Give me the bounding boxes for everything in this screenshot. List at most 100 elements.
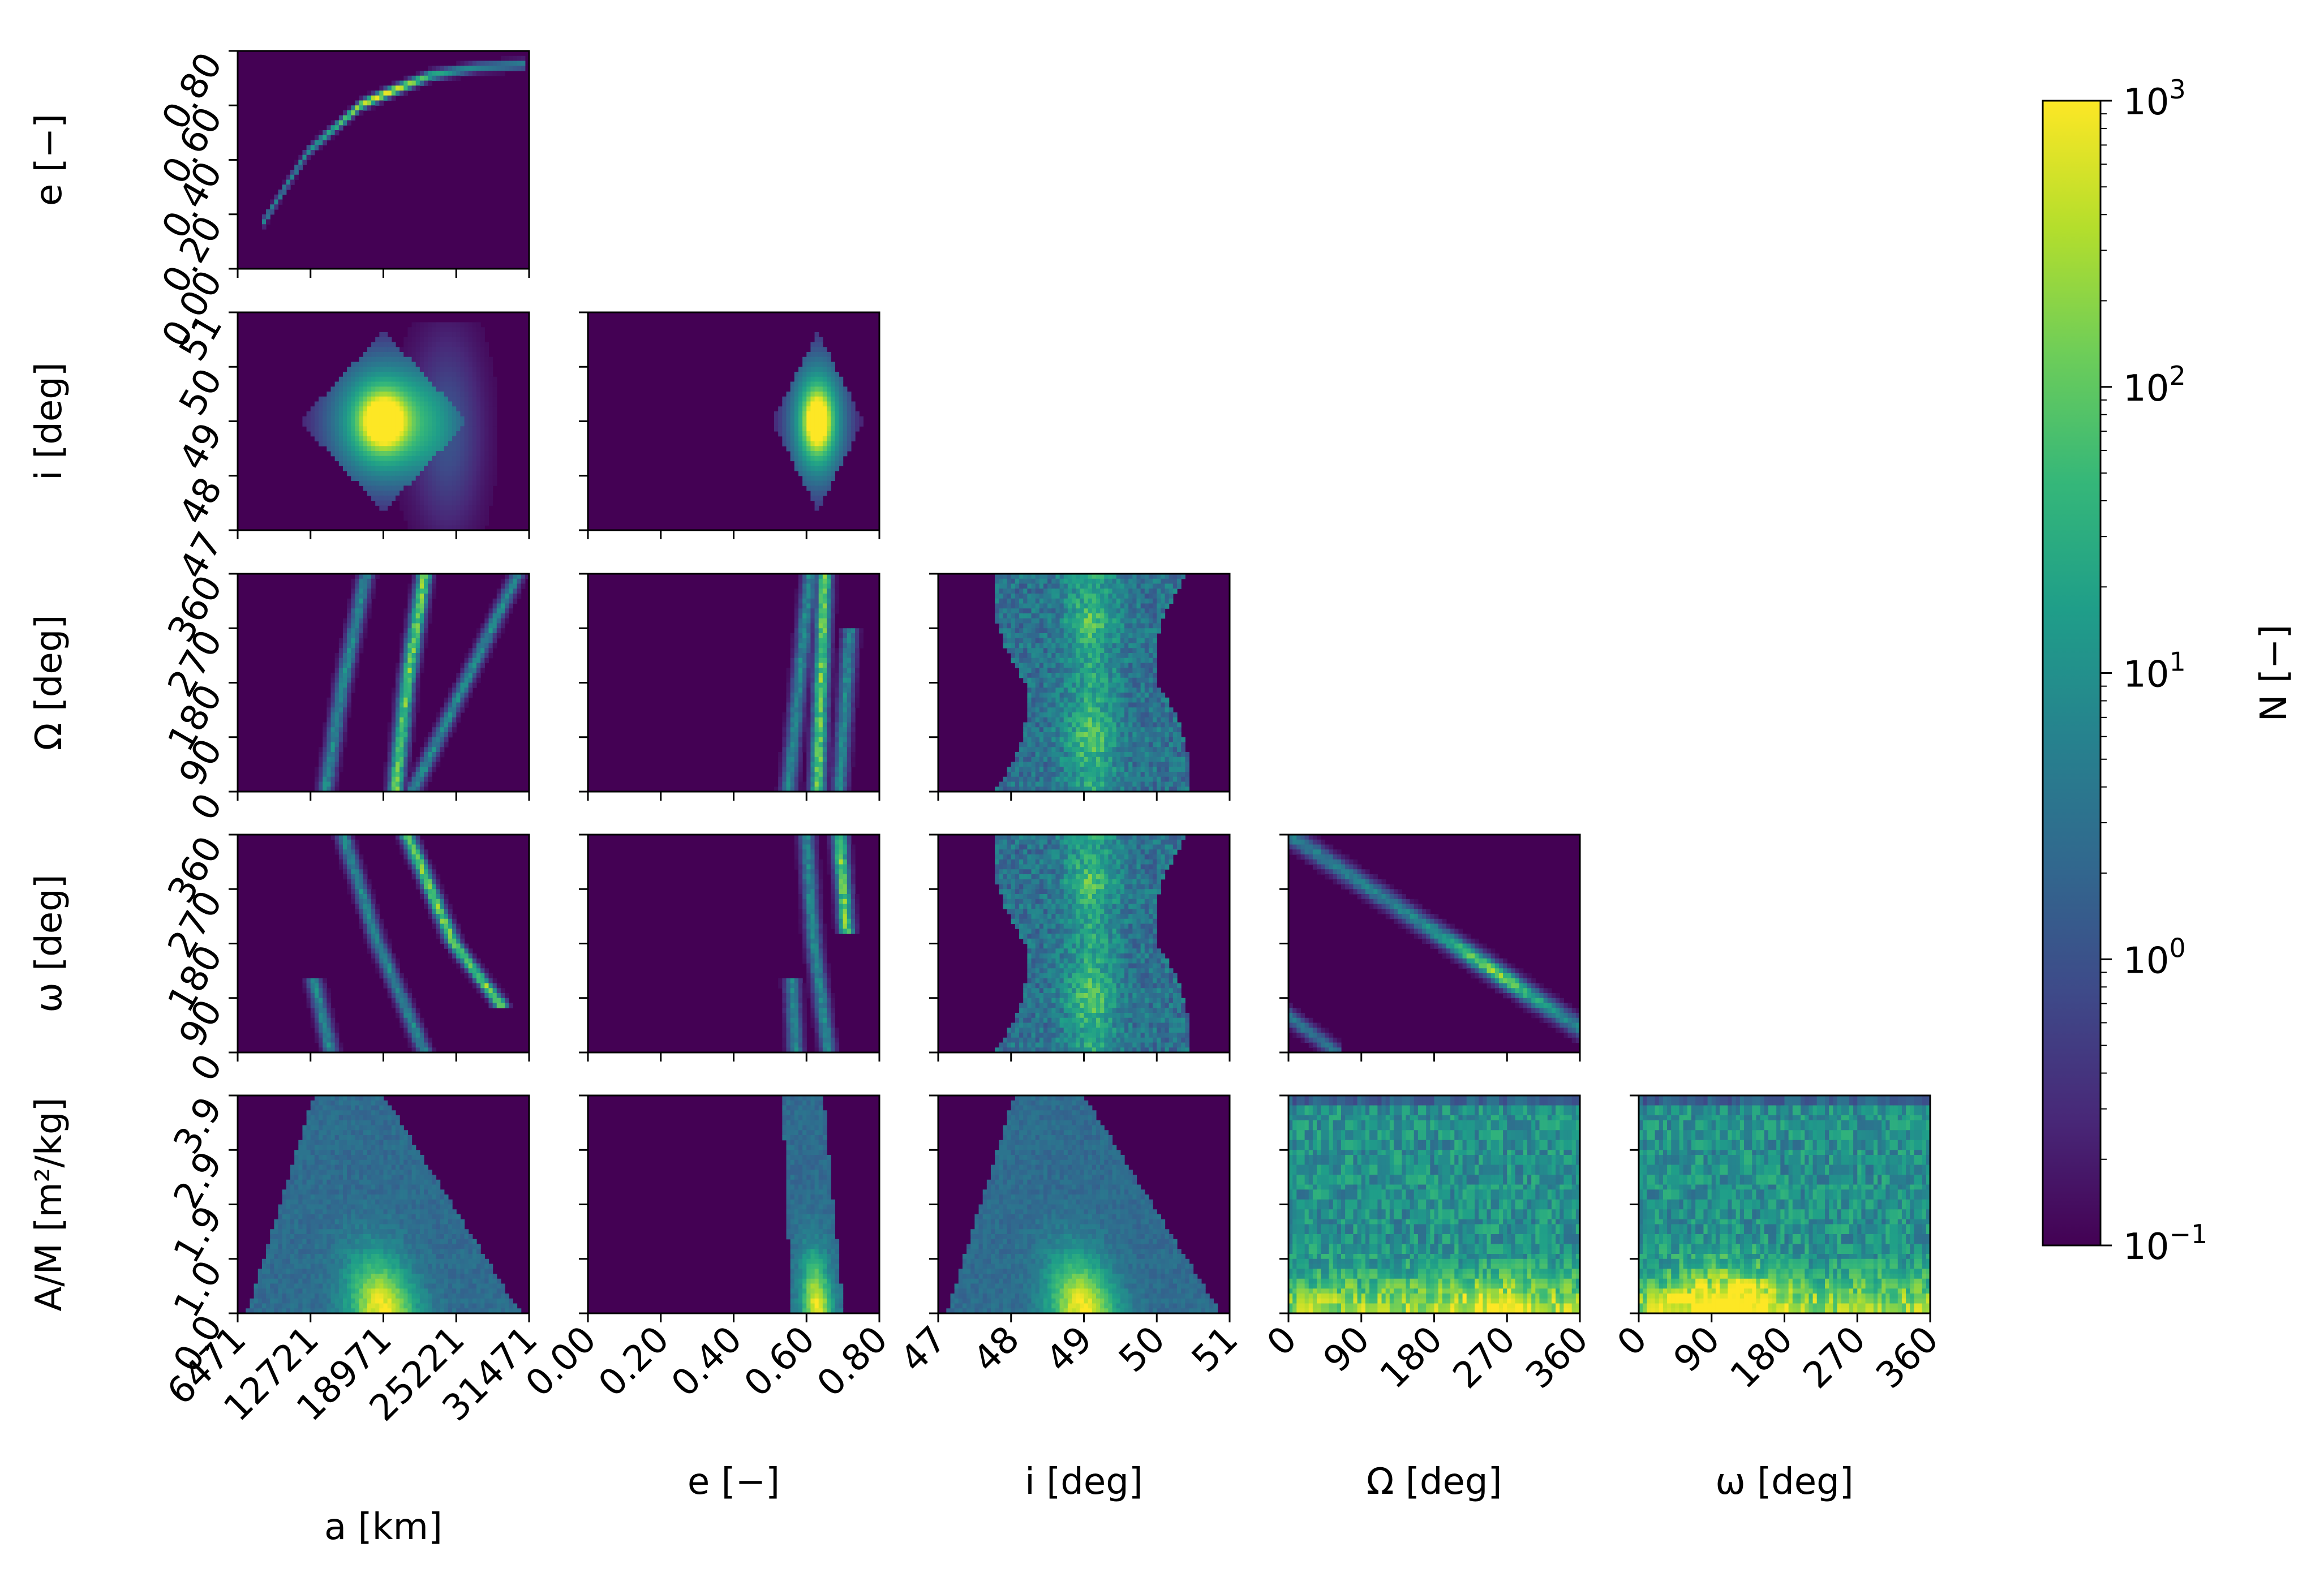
heatmap-cell <box>790 682 795 688</box>
heatmap-cell <box>1092 772 1097 777</box>
heatmap-cell <box>794 722 799 728</box>
heatmap-cell <box>827 742 831 747</box>
heatmap-cell <box>436 727 441 733</box>
heatmap-cell <box>351 436 356 442</box>
heatmap-cell <box>448 372 453 377</box>
heatmap-cell <box>464 362 469 367</box>
heatmap-cell <box>488 61 493 66</box>
heatmap-cell <box>1063 628 1068 634</box>
heatmap-cell <box>472 663 477 668</box>
heatmap-cell <box>839 776 844 783</box>
heatmap-cell <box>411 456 416 462</box>
heatmap-cell <box>323 406 327 412</box>
heatmap-cell <box>359 381 364 387</box>
heatmap-cell <box>436 332 441 338</box>
heatmap-cell <box>399 752 404 758</box>
heatmap-cell <box>424 583 428 589</box>
heatmap-cell <box>492 633 497 639</box>
heatmap-cell <box>831 747 835 753</box>
heatmap-cell <box>367 411 372 417</box>
heatmap-cell <box>460 456 465 462</box>
heatmap-cell <box>395 677 400 684</box>
heatmap-cell <box>464 510 469 516</box>
heatmap-cell <box>424 411 428 417</box>
heatmap-cell <box>1116 787 1121 792</box>
heatmap-cell <box>1027 598 1032 604</box>
heatmap-cell <box>391 776 396 783</box>
heatmap-cell <box>794 663 799 668</box>
heatmap-cell <box>1031 668 1036 673</box>
heatmap-cell <box>1031 737 1036 743</box>
heatmap-cell <box>1116 613 1121 619</box>
heatmap-cell <box>399 653 404 659</box>
heatmap-cell <box>802 608 807 614</box>
heatmap-cell <box>1104 653 1109 659</box>
heatmap-cell <box>1059 608 1064 614</box>
heatmap-cell <box>1067 658 1072 664</box>
heatmap-cell <box>452 362 457 367</box>
heatmap-cell <box>428 376 432 383</box>
heatmap-cell <box>1124 668 1129 673</box>
heatmap-cell <box>488 362 493 367</box>
heatmap-cell <box>424 787 428 792</box>
heatmap-cell <box>334 727 340 733</box>
heatmap-cell <box>822 702 827 708</box>
heatmap-cell <box>839 752 844 758</box>
heatmap-cell <box>452 416 457 422</box>
heatmap-cell <box>827 431 831 437</box>
heatmap-cell <box>351 456 356 462</box>
heatmap-cell <box>444 436 449 442</box>
heatmap-cell <box>330 125 336 131</box>
heatmap-cell <box>1120 628 1125 634</box>
heatmap-cell <box>1124 673 1129 678</box>
heatmap-cell <box>371 406 376 412</box>
heatmap-cell <box>399 673 404 678</box>
heatmap-cell <box>444 406 449 412</box>
heatmap-cell <box>330 712 336 718</box>
heatmap-cell <box>342 381 347 387</box>
heatmap-cell <box>1035 787 1040 792</box>
heatmap-cell <box>827 396 831 402</box>
heatmap-cell <box>1072 677 1076 684</box>
heatmap-cell <box>847 431 852 437</box>
heatmap-cell <box>468 663 473 668</box>
heatmap-cell <box>839 727 844 733</box>
heatmap-cell <box>359 583 364 589</box>
heatmap-cell <box>1116 732 1121 738</box>
heatmap-cell <box>995 603 999 609</box>
heatmap-cell <box>387 475 392 482</box>
heatmap-cell <box>403 638 409 644</box>
heatmap-cell <box>500 613 505 619</box>
heatmap-cell <box>847 421 852 427</box>
heatmap-cell <box>464 381 469 387</box>
heatmap-cell <box>1055 653 1060 659</box>
heatmap-cell <box>827 717 831 723</box>
heatmap-cell <box>399 742 404 747</box>
heatmap-cell <box>1084 673 1089 678</box>
heatmap-cell <box>786 441 791 446</box>
heatmap-cell <box>480 356 485 363</box>
heatmap-cell <box>1067 781 1072 787</box>
heatmap-cell <box>1031 757 1036 763</box>
heatmap-cell <box>492 608 497 614</box>
heatmap-cell <box>859 416 864 422</box>
heatmap-cell <box>480 401 485 407</box>
heatmap-cell <box>1072 762 1076 767</box>
heatmap-cell <box>802 742 807 747</box>
heatmap-cell <box>1067 598 1072 604</box>
heatmap-cell <box>500 588 505 594</box>
heatmap-cell <box>419 381 424 387</box>
heatmap-cell <box>517 583 522 589</box>
heatmap-cell <box>496 623 501 629</box>
heatmap-cell <box>411 480 416 486</box>
heatmap-cell <box>391 693 396 698</box>
heatmap-cell <box>468 648 473 654</box>
heatmap-cell <box>1031 623 1036 629</box>
heatmap-cell <box>814 742 819 747</box>
heatmap-cell <box>1039 697 1044 703</box>
heatmap-cell <box>403 727 409 733</box>
heatmap-cell <box>484 618 489 624</box>
heatmap-cell <box>850 693 856 698</box>
heatmap-cell <box>847 712 852 718</box>
heatmap-cell <box>395 426 400 432</box>
